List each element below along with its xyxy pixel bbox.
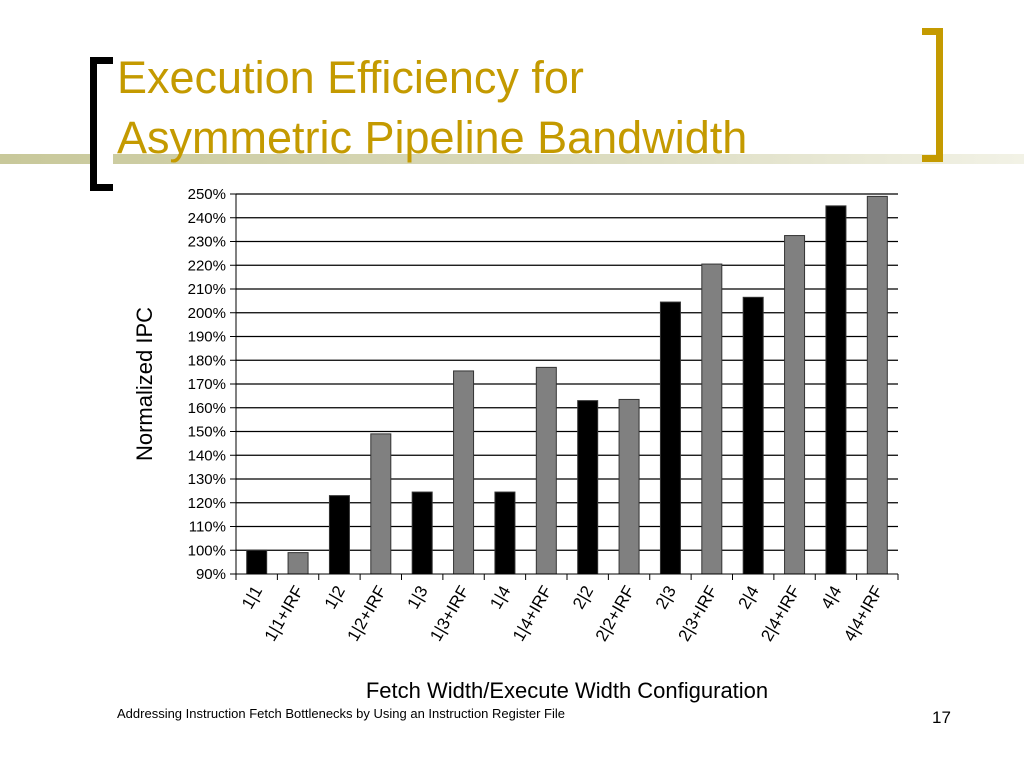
title-line-1: Execution Efficiency for	[117, 52, 584, 103]
x-tick-label: 1|1	[238, 583, 266, 613]
x-tick-label: 1|4	[486, 583, 514, 613]
y-tick-label: 110%	[189, 519, 226, 536]
y-tick-label: 140%	[188, 447, 226, 464]
left-bracket-decoration	[90, 57, 113, 191]
bar	[535, 366, 557, 575]
y-tick-label: 220%	[188, 257, 226, 274]
y-tick-label: 90%	[196, 566, 226, 583]
bar	[411, 491, 433, 575]
title-underline	[0, 154, 1024, 164]
x-axis-label: Fetch Width/Execute Width Configuration	[365, 678, 769, 703]
y-axis-label: Normalized IPC	[132, 306, 157, 462]
x-tick-label: 2|3	[652, 583, 680, 613]
y-tick-label: 200%	[188, 305, 226, 322]
y-tick-label: 120%	[188, 495, 226, 512]
y-tick-label: 160%	[188, 400, 226, 417]
page-number: 17	[932, 708, 951, 727]
x-tick-label: 1|1+IRF	[261, 583, 308, 645]
x-tick-label: 2|4	[735, 583, 763, 613]
bar	[453, 370, 475, 575]
slide-footer: Addressing Instruction Fetch Bottlenecks…	[117, 706, 565, 721]
x-tick-label: 1|2	[321, 583, 349, 613]
bar	[784, 235, 806, 575]
y-tick-label: 190%	[188, 329, 226, 346]
bar	[742, 296, 764, 575]
x-tick-label: 1|4+IRF	[509, 583, 556, 645]
bar	[618, 398, 640, 575]
x-tick-label: 1|2+IRF	[344, 583, 391, 645]
y-tick-label: 130%	[188, 471, 226, 488]
bar	[494, 491, 516, 575]
x-tick-label: 2|3+IRF	[675, 583, 722, 645]
y-tick-label: 230%	[188, 234, 226, 251]
x-tick-label: 2|2+IRF	[592, 583, 639, 645]
slide-title: Execution Efficiency for Asymmetric Pipe…	[117, 48, 747, 168]
x-tick-label: 4|4+IRF	[840, 583, 887, 645]
x-tick-label: 1|3+IRF	[426, 583, 473, 645]
right-bracket-decoration	[922, 28, 943, 162]
x-tick-label: 2|2	[569, 583, 597, 613]
y-tick-label: 240%	[188, 210, 226, 227]
bar	[659, 301, 681, 575]
bar	[577, 400, 599, 575]
title-line-2: Asymmetric Pipeline Bandwidth	[117, 112, 748, 163]
bar	[246, 549, 268, 575]
y-tick-label: 210%	[188, 281, 226, 298]
bar	[370, 433, 392, 575]
bar	[866, 195, 888, 575]
x-tick-label: 2|4+IRF	[757, 583, 804, 645]
bar	[825, 205, 847, 575]
y-tick-label: 100%	[188, 542, 226, 559]
y-tick-label: 180%	[188, 352, 226, 369]
bar	[287, 552, 309, 575]
bar	[328, 495, 350, 575]
x-tick-label: 1|3	[404, 583, 432, 613]
y-tick-label: 150%	[188, 424, 226, 441]
y-tick-label: 250%	[188, 186, 226, 203]
x-tick-label: 4|4	[817, 583, 845, 613]
y-tick-label: 170%	[188, 376, 226, 393]
bar	[701, 263, 723, 575]
